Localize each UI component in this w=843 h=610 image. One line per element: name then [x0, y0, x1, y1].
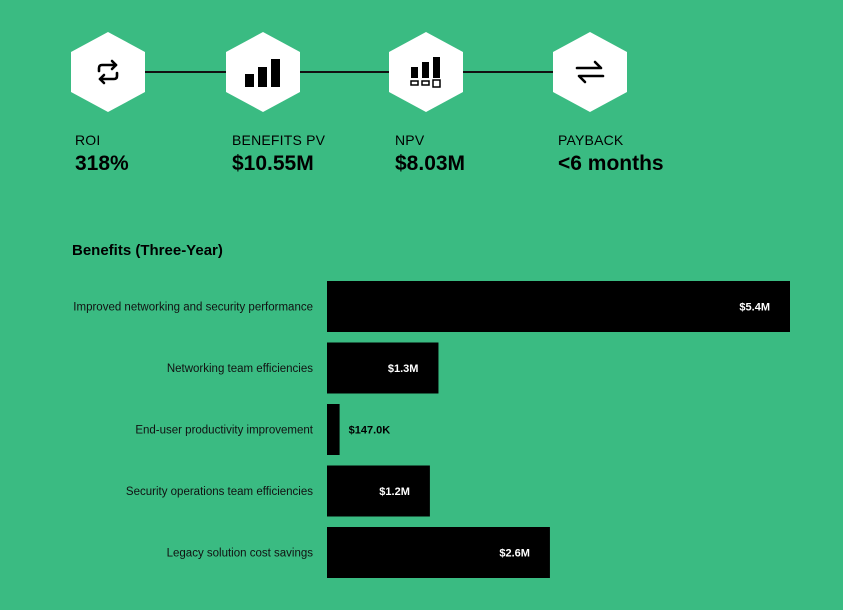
value-label-3: $1.2M	[379, 486, 410, 498]
value-label-4: $2.6M	[499, 548, 530, 560]
bar-4	[327, 527, 550, 578]
kpi-label: ROI	[75, 132, 101, 148]
kpi-value: 318%	[75, 152, 129, 175]
bar-1	[327, 342, 439, 394]
kpi-payback: PAYBACK <6 months	[558, 132, 728, 176]
value-label-1: $1.3M	[388, 363, 419, 375]
kpi-hexagon-npv	[389, 32, 463, 112]
kpi-npv: NPV $8.03M	[395, 132, 565, 176]
category-label-3: Security operations team efficiencies	[126, 486, 313, 498]
kpi-value: <6 months	[558, 152, 664, 175]
kpi-label: NPV	[395, 132, 425, 148]
category-label-2: End-user productivity improvement	[135, 425, 313, 437]
kpi-benefits-pv: BENEFITS PV $10.55M	[232, 132, 402, 176]
bar-0	[327, 281, 790, 332]
bar-2	[327, 404, 340, 455]
kpi-label: BENEFITS PV	[232, 132, 326, 148]
refresh-arrows-icon	[97, 59, 119, 85]
kpi-connector-line	[108, 71, 590, 73]
bar-chart-boxes-icon	[410, 57, 441, 88]
kpi-value: $10.55M	[232, 152, 314, 175]
kpi-label: PAYBACK	[558, 132, 624, 148]
category-label-1: Networking team efficiencies	[167, 363, 313, 375]
kpi-roi: ROI 318%	[75, 132, 245, 176]
chart-title: Benefits (Three-Year)	[72, 242, 223, 259]
bar-3	[327, 465, 430, 517]
category-label-4: Legacy solution cost savings	[167, 548, 314, 560]
value-label-2: $147.0K	[349, 425, 391, 437]
kpi-hexagon-benefits-pv	[226, 32, 300, 112]
kpi-value: $8.03M	[395, 152, 466, 175]
swap-arrows-icon	[575, 60, 605, 84]
bar-chart-icon	[245, 59, 280, 87]
value-label-0: $5.4M	[739, 302, 770, 314]
category-label-0: Improved networking and security perform…	[73, 302, 313, 314]
